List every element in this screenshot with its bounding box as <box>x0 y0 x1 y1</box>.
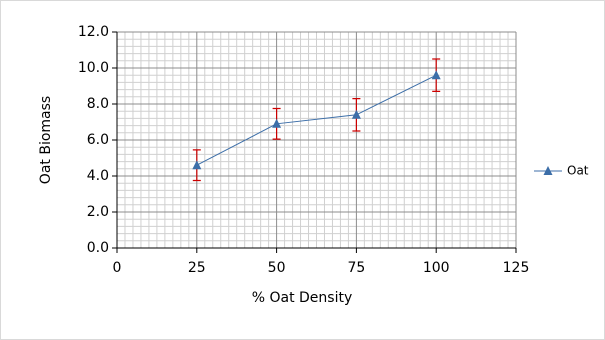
series-line <box>196 74 437 166</box>
legend-label: Oat <box>567 164 589 178</box>
marker <box>431 70 441 80</box>
x-tick-label: 125 <box>503 260 530 276</box>
x-tick-label: 25 <box>188 260 206 276</box>
y-tick-label: 0.0 <box>87 240 109 256</box>
x-tick-label: 75 <box>347 260 365 276</box>
marker <box>272 118 282 128</box>
marker <box>351 109 361 119</box>
x-axis-title: % Oat Density <box>252 290 353 306</box>
y-tick-label: 8.0 <box>87 96 109 112</box>
x-tick-label: 50 <box>268 260 286 276</box>
x-tick-label: 0 <box>113 260 122 276</box>
y-tick-label: 10.0 <box>78 60 109 76</box>
legend-marker <box>543 166 553 175</box>
y-tick-label: 2.0 <box>87 204 109 220</box>
y-tick-label: 4.0 <box>87 168 109 184</box>
y-tick-label: 12.0 <box>78 24 109 40</box>
y-axis-title: Oat Biomass <box>38 96 54 184</box>
x-tick-label: 100 <box>423 260 450 276</box>
y-tick-label: 6.0 <box>87 132 109 148</box>
marker <box>192 160 202 170</box>
